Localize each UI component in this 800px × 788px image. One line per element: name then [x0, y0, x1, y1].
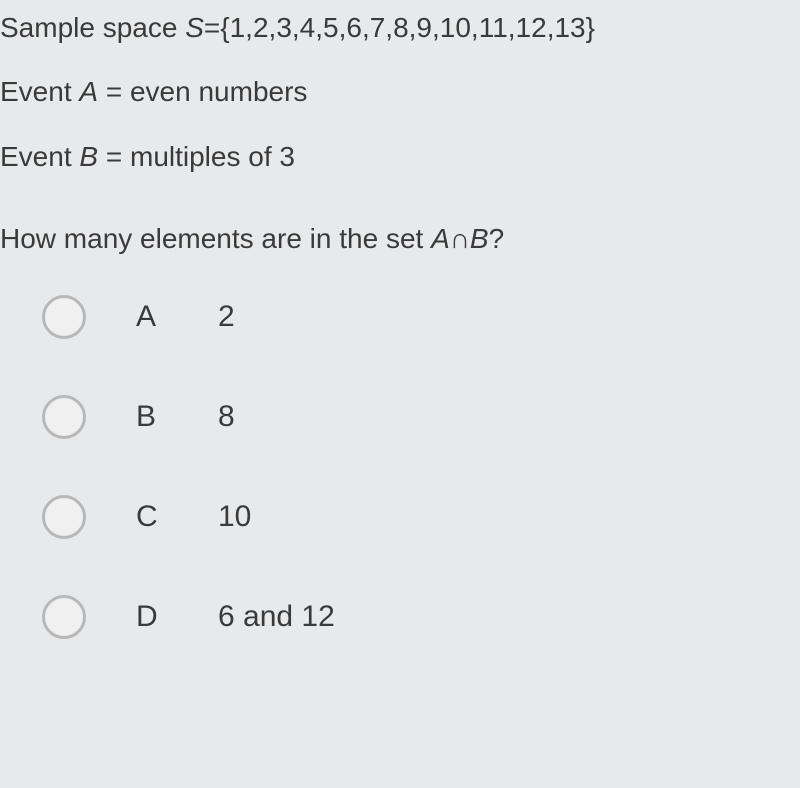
options-list: A 2 B 8 C 10 D 6 and 12	[0, 295, 800, 639]
question-set-expr: A∩B	[431, 223, 488, 254]
option-c-row[interactable]: C 10	[42, 495, 800, 539]
radio-icon[interactable]	[42, 595, 86, 639]
option-value: 6 and 12	[206, 600, 335, 634]
sample-space-rest: ={1,2,3,4,5,6,7,8,9,10,11,12,13}	[204, 12, 595, 43]
event-b-line: Event B = multiples of 3	[0, 139, 800, 175]
sample-space-prefix: Sample space	[0, 12, 185, 43]
option-value: 10	[206, 500, 251, 534]
radio-icon[interactable]	[42, 295, 86, 339]
option-b-row[interactable]: B 8	[42, 395, 800, 439]
sample-space-line: Sample space S={1,2,3,4,5,6,7,8,9,10,11,…	[0, 10, 800, 46]
event-a-var: A	[79, 76, 98, 107]
question-prefix: How many elements are in the set	[0, 223, 431, 254]
event-a-prefix: Event	[0, 76, 79, 107]
event-b-prefix: Event	[0, 141, 79, 172]
option-letter: D	[86, 600, 206, 634]
event-b-var: B	[79, 141, 98, 172]
option-letter: A	[86, 300, 206, 334]
sample-space-var: S	[185, 12, 204, 43]
option-d-row[interactable]: D 6 and 12	[42, 595, 800, 639]
option-value: 2	[206, 300, 235, 334]
event-a-line: Event A = even numbers	[0, 74, 800, 110]
option-letter: C	[86, 500, 206, 534]
radio-icon[interactable]	[42, 395, 86, 439]
event-b-rest: = multiples of 3	[98, 141, 295, 172]
question-suffix: ?	[489, 223, 505, 254]
radio-icon[interactable]	[42, 495, 86, 539]
event-a-rest: = even numbers	[98, 76, 307, 107]
option-letter: B	[86, 400, 206, 434]
option-a-row[interactable]: A 2	[42, 295, 800, 339]
question-content: Sample space S={1,2,3,4,5,6,7,8,9,10,11,…	[0, 0, 800, 639]
question-text: How many elements are in the set A∩B?	[0, 223, 800, 255]
option-value: 8	[206, 400, 235, 434]
